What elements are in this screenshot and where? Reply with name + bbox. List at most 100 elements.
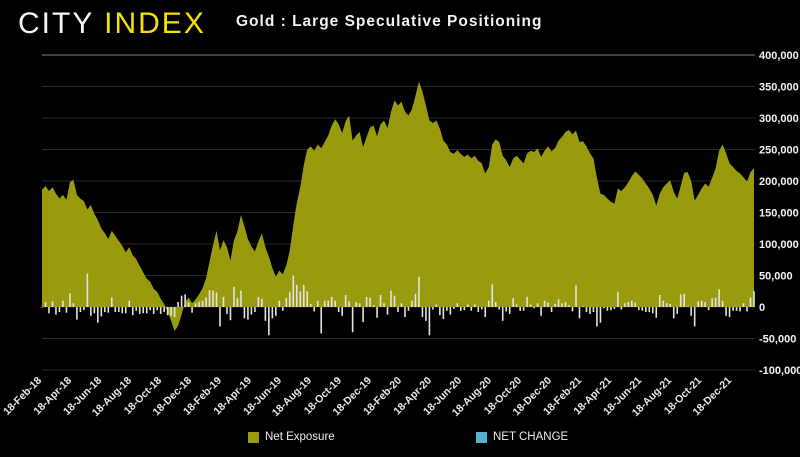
net-change-bar [683,293,685,307]
net-change-bar [658,295,661,307]
net-change-bar [547,302,549,307]
net-change-bar [508,307,511,314]
net-change-bar [86,273,89,307]
net-change-bar [79,307,82,313]
net-change-bar [111,297,113,307]
net-change-bar [739,307,741,312]
net-change-bar [243,307,246,319]
net-change-bar [323,300,326,307]
net-change-bar [257,296,260,307]
net-change-bar [334,300,336,307]
net-change-bar [425,307,427,321]
net-change-bar [97,307,99,323]
net-change-bar [55,307,57,315]
net-change-bar [386,307,389,315]
net-change-label: NET CHANGE [493,431,569,443]
net-change-bar [610,307,612,311]
y-axis-tick-label: 350,000 [759,82,799,94]
net-change-bar [44,301,47,307]
legend-item-net-change: NET CHANGE [476,431,568,443]
city-index-logo: CITY INDEX [18,7,206,41]
y-axis-tick-label: 0 [759,302,765,314]
net-change-bar [142,307,145,314]
net-change-bar [348,301,350,307]
net-change-bar [104,307,106,313]
net-change-bar [306,291,309,307]
net-change-bar [732,307,734,311]
net-change-bar [669,303,672,307]
net-change-bar [651,307,654,314]
net-change-bar [725,307,727,316]
net-change-bar [557,299,560,307]
net-change-bar [582,306,584,307]
net-exposure-label: Net Exposure [265,431,335,443]
net-change-bar [686,306,689,307]
net-change-bar [247,307,249,320]
net-change-bar [254,307,256,313]
net-change-bar [177,301,179,307]
net-change-bar [704,301,706,307]
net-exposure-area [42,81,754,331]
net-change-bar [487,300,490,307]
net-change-bar [728,307,731,318]
net-change-bar [268,307,270,336]
y-axis-tick-label: 200,000 [759,176,799,188]
net-change-bar [522,307,525,311]
net-change-bar [707,307,710,311]
net-change-bar [672,307,675,319]
net-change-bar [90,307,92,316]
net-change-bar [222,296,225,307]
net-change-bar [400,303,403,307]
net-change-bar [117,307,120,313]
net-change-bar [341,307,343,316]
net-change-bar [226,307,228,314]
net-change-bar [128,300,131,307]
net-change-bar [746,307,748,312]
net-change-bar [655,307,658,318]
net-change-bar [51,301,54,307]
net-change-bar [599,307,602,323]
net-change-bar [718,289,720,307]
net-change-bar [480,307,483,310]
net-change-bar [212,290,214,307]
net-change-bar [233,286,235,307]
net-change-bar [149,307,151,311]
net-change-bar [344,295,347,307]
x-axis-labels: 18-Feb-1818-Apr-1818-Jun-1818-Aug-1818-O… [1,375,734,419]
net-change-bar [529,304,532,307]
net-change-bar [152,307,155,314]
net-change-bar [596,307,598,327]
net-change-bar [484,307,487,318]
net-change-bar [316,300,319,307]
logo-index-text: INDEX [104,7,206,40]
net-change-bar [390,290,392,307]
net-change-bar [533,307,535,309]
net-change-bar [554,303,556,307]
net-change-bar [107,307,110,313]
net-change-bar [404,307,406,318]
page-title: Gold : Large Speculative Positioning [236,13,543,30]
net-change-bar [411,300,413,307]
net-change-bar [711,298,713,307]
net-change-bar [512,298,514,307]
net-change-bar [631,300,633,307]
net-change-bar [271,307,274,319]
net-change-bars [41,273,755,336]
logo-city-text: CITY [18,7,94,40]
net-change-bar [275,307,277,316]
net-change-bar [491,284,494,307]
net-change-bar [645,307,647,313]
net-change-bar [693,307,696,327]
net-change-bar [337,307,340,313]
net-change-bar [159,307,162,314]
net-change-bar [456,303,459,307]
net-change-bar [634,302,637,307]
net-change-bar [205,297,207,307]
net-change-bar [351,307,354,333]
net-change-bar [624,303,626,307]
net-change-bar [191,307,193,313]
y-axis-tick-label: 150,000 [759,208,799,220]
net-change-bar [613,307,616,309]
net-change-bar [229,307,232,321]
